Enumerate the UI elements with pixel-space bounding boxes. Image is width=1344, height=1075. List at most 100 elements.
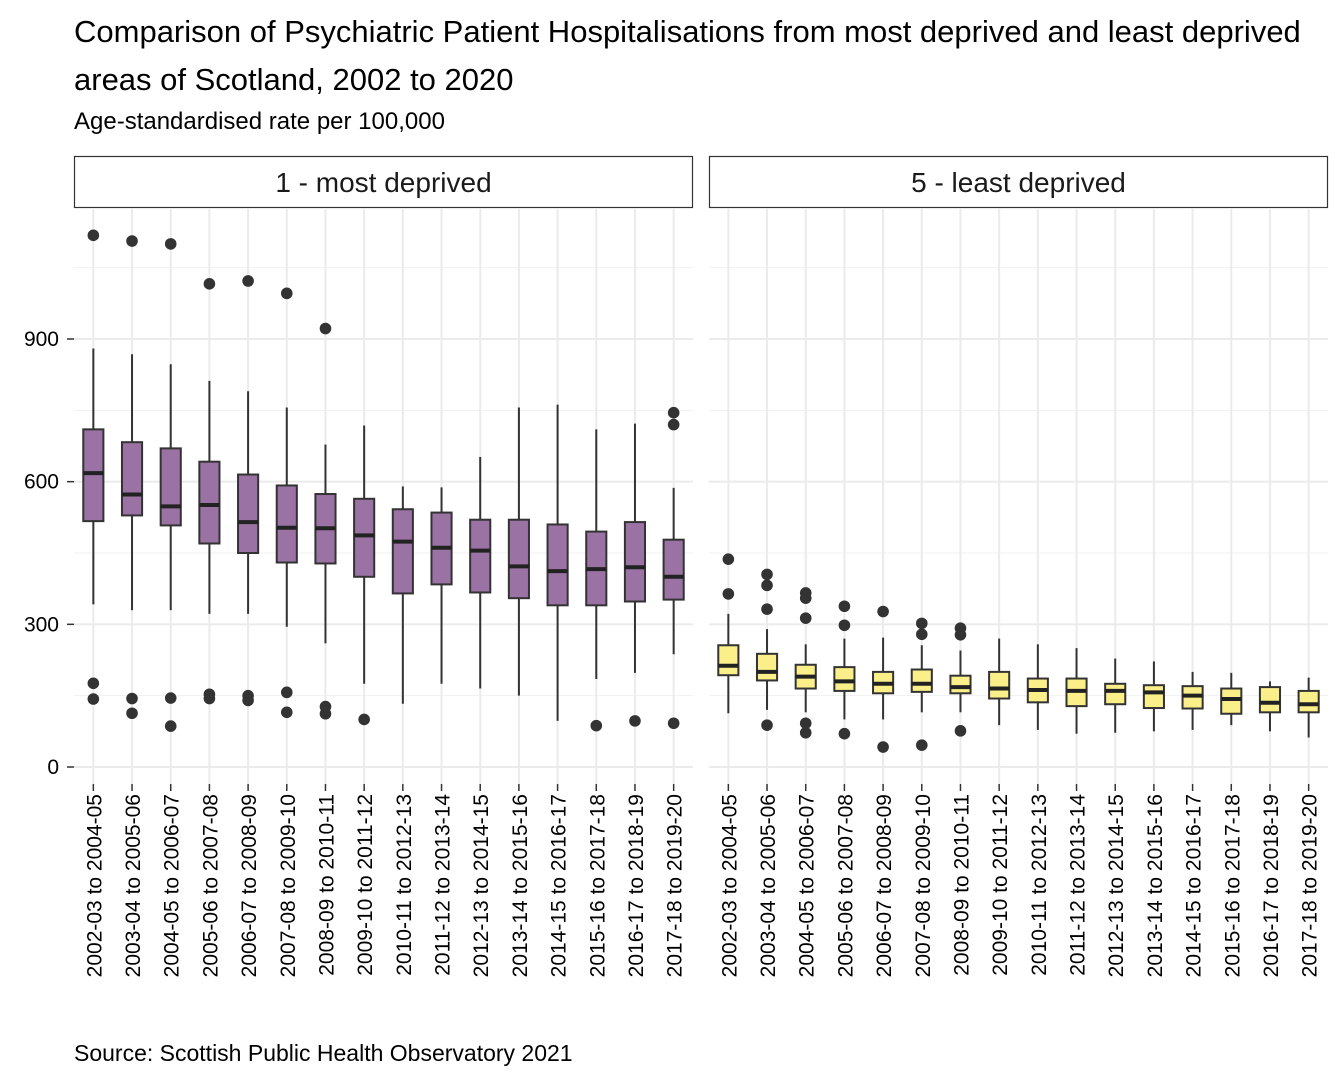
strip-box xyxy=(708,155,1329,209)
box-2009-10-to-2011-12 xyxy=(988,638,1011,726)
box-2006-07-to-2008-09 xyxy=(872,605,895,753)
box-iqr xyxy=(237,473,260,554)
outlier-point xyxy=(915,617,928,630)
outlier-point xyxy=(799,726,812,739)
outlier-point xyxy=(667,717,680,730)
x-tick-label: 2005-06 to 2007-08 xyxy=(199,794,222,977)
outlier-point xyxy=(87,693,100,705)
box-2015-16-to-2017-18 xyxy=(585,429,608,732)
x-tick-label: 2016-17 to 2018-19 xyxy=(1260,794,1283,977)
box-2003-04-to-2005-06 xyxy=(120,235,144,720)
box-iqr xyxy=(469,518,492,594)
box-iqr xyxy=(1297,689,1320,714)
x-tick-label: 2012-13 to 2014-15 xyxy=(470,794,493,977)
x-tick-label: 2014-15 to 2016-17 xyxy=(548,794,571,977)
strip-box xyxy=(73,155,694,209)
box-2017-18-to-2019-20 xyxy=(662,406,685,730)
outlier-point xyxy=(667,406,680,419)
box-2012-13-to-2014-15 xyxy=(469,456,492,689)
box-2002-03-to-2004-05 xyxy=(717,553,740,714)
outlier-point xyxy=(761,603,773,615)
box-iqr xyxy=(159,447,182,527)
panel-most-deprived: 1 - most deprived 2002-03 to 2004-05 2003-… xyxy=(73,155,694,977)
box-iqr xyxy=(623,521,647,603)
x-tick-label: 2003-04 to 2005-06 xyxy=(757,794,780,977)
outlier-point xyxy=(126,235,138,247)
box-2007-08-to-2009-10 xyxy=(910,617,933,751)
outlier-point xyxy=(954,628,967,641)
outlier-point xyxy=(761,579,773,592)
box-2002-03-to-2004-05 xyxy=(82,229,105,705)
outlier-point xyxy=(242,275,254,287)
box-iqr xyxy=(198,460,221,545)
outlier-point xyxy=(667,418,680,431)
strip-label: 1 - most deprived xyxy=(275,167,491,198)
x-tick-label: 2013-14 to 2015-16 xyxy=(1144,794,1167,977)
x-tick-label: 2009-10 to 2011-12 xyxy=(354,794,377,976)
outlier-point xyxy=(203,692,216,705)
x-tick-label: 2004-05 to 2006-07 xyxy=(161,794,184,977)
outlier-point xyxy=(126,692,138,705)
box-2014-15-to-2016-17 xyxy=(1181,671,1204,730)
outlier-point xyxy=(877,605,889,618)
x-tick-label: 2009-10 to 2011-12 xyxy=(989,794,1012,976)
box-2008-09-to-2010-11 xyxy=(314,322,337,720)
box-iqr xyxy=(755,652,779,682)
x-tick-label: 2007-08 to 2009-10 xyxy=(912,794,935,977)
outlier-point xyxy=(164,720,177,732)
outlier-point xyxy=(242,694,254,707)
box-iqr xyxy=(1104,682,1127,706)
outlier-point xyxy=(722,588,735,600)
outlier-point xyxy=(629,715,641,727)
x-tick-label: 2015-16 to 2017-18 xyxy=(1221,794,1244,977)
box-2012-13-to-2014-15 xyxy=(1104,658,1127,733)
box-2008-09-to-2010-11 xyxy=(949,622,972,737)
box-2010-11-to-2012-13 xyxy=(391,486,414,704)
outlier-point xyxy=(87,229,100,242)
x-tick-label: 2006-07 to 2008-09 xyxy=(238,794,261,977)
outlier-point xyxy=(590,719,603,732)
box-iqr xyxy=(662,538,685,601)
outlier-point xyxy=(319,322,332,335)
box-2011-12-to-2013-14 xyxy=(430,487,453,684)
x-tick-label: 2016-17 to 2018-19 xyxy=(625,794,648,977)
outlier-point xyxy=(838,727,851,740)
box-2016-17-to-2018-19 xyxy=(1258,681,1282,732)
x-tick-label: 2004-05 to 2006-07 xyxy=(796,794,819,977)
strip-label: 5 - least deprived xyxy=(911,167,1126,198)
outlier-point xyxy=(799,592,812,604)
box-2005-06-to-2007-08 xyxy=(833,600,856,740)
box-2007-08-to-2009-10 xyxy=(275,287,298,719)
box-2015-16-to-2017-18 xyxy=(1220,672,1243,726)
box-iqr xyxy=(82,428,105,523)
panel-least-deprived: 5 - least deprived 2002-03 to 2004-05 2003… xyxy=(708,155,1329,977)
outlier-point xyxy=(877,741,889,753)
x-tick-label: 2011-12 to 2013-14 xyxy=(432,794,455,976)
x-tick-label: 2017-18 to 2019-20 xyxy=(664,794,687,977)
x-tick-label: 2008-09 to 2010-11 xyxy=(315,794,338,976)
outlier-point xyxy=(761,719,773,731)
box-iqr xyxy=(833,666,856,692)
box-2005-06-to-2007-08 xyxy=(198,278,221,705)
box-2004-05-to-2006-07 xyxy=(794,587,817,739)
box-iqr xyxy=(717,644,740,677)
y-tick-label-300: 300 xyxy=(24,613,59,636)
y-tick-label-600: 600 xyxy=(24,471,59,494)
outlier-point xyxy=(722,553,735,565)
x-tick-label: 2011-12 to 2013-14 xyxy=(1067,794,1090,976)
x-tick-label: 2014-15 to 2016-17 xyxy=(1183,794,1206,977)
box-2014-15-to-2016-17 xyxy=(546,404,569,721)
box-iqr xyxy=(949,674,972,695)
box-iqr xyxy=(353,497,376,578)
chart-caption: Source: Scottish Public Health Observato… xyxy=(74,1040,573,1066)
box-2011-12-to-2013-14 xyxy=(1065,648,1088,734)
box-2009-10-to-2011-12 xyxy=(353,425,376,726)
outlier-point xyxy=(838,600,851,613)
chart-subtitle: Age-standardised rate per 100,000 xyxy=(74,108,445,135)
x-tick-label: 2008-09 to 2010-11 xyxy=(950,794,973,976)
box-iqr xyxy=(546,523,569,607)
box-iqr xyxy=(988,670,1011,700)
y-axis: 0 300 600 900 xyxy=(24,328,74,779)
box-2013-14-to-2015-16 xyxy=(1142,661,1165,732)
